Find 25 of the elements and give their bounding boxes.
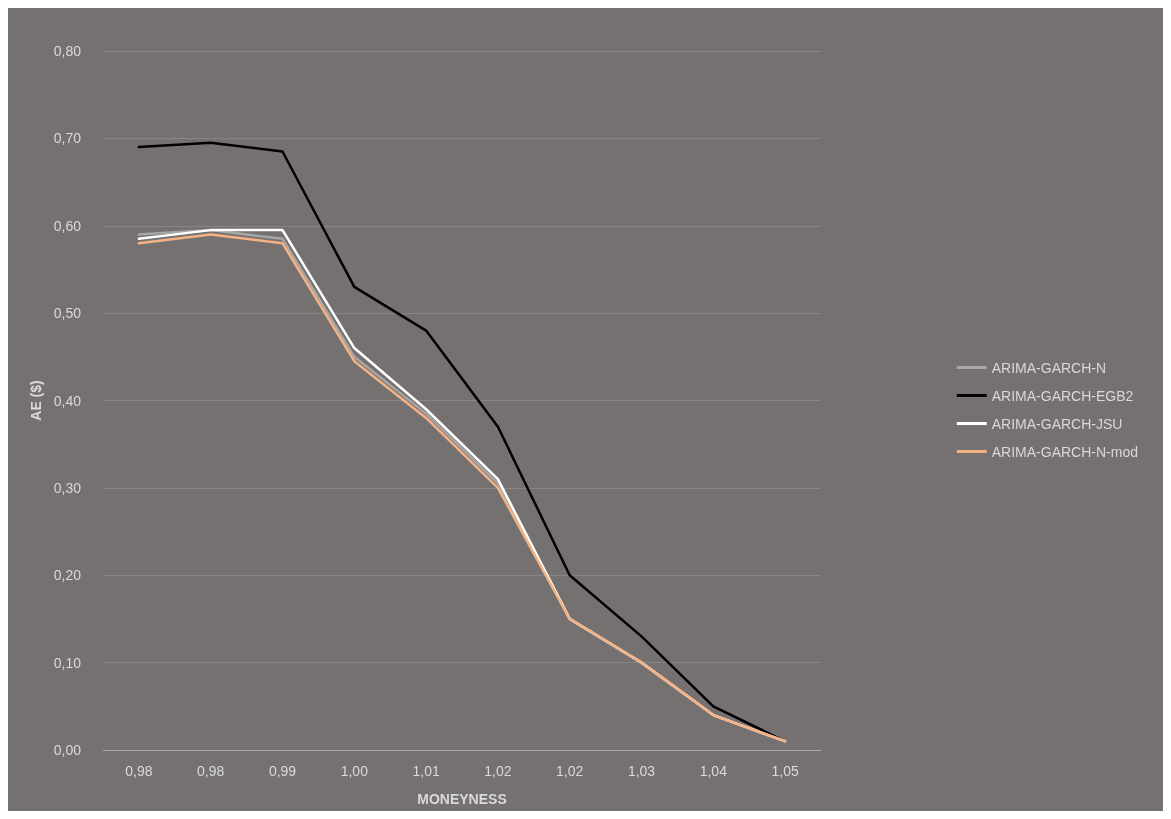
- y-axis-title: AE ($): [27, 380, 44, 421]
- legend-label: ARIMA-GARCH-EGB2: [991, 387, 1134, 404]
- x-tick-label: 1,04: [699, 763, 728, 779]
- x-axis-title: MONEYNESS: [417, 791, 507, 807]
- y-tick-label: 0,60: [53, 217, 82, 234]
- y-tick-label: 0,70: [53, 130, 82, 147]
- legend-label: ARIMA-GARCH-JSU: [991, 415, 1123, 432]
- x-tick-label: 1,01: [412, 763, 440, 779]
- legend-label: ARIMA-GARCH-N: [991, 359, 1107, 376]
- x-tick-label: 0,98: [125, 763, 153, 779]
- x-tick-label: 1,00: [340, 763, 369, 779]
- y-tick-label: 0,80: [53, 43, 82, 59]
- y-tick-label: 0,10: [53, 654, 82, 671]
- x-tick-label: 1,03: [627, 763, 656, 779]
- x-tick-label: 1,02: [556, 763, 584, 779]
- x-tick-label: 1,02: [484, 763, 512, 779]
- x-tick-label: 1,05: [771, 763, 799, 779]
- y-tick-label: 0,20: [53, 567, 82, 584]
- x-tick-label: 0,98: [197, 763, 225, 779]
- y-tick-label: 0,30: [53, 479, 82, 496]
- y-tick-label: 0,00: [53, 742, 82, 758]
- y-tick-label: 0,40: [53, 392, 82, 409]
- y-tick-label: 0,50: [53, 305, 82, 322]
- x-tick-label: 0,99: [268, 763, 297, 779]
- legend-label: ARIMA-GARCH-N-mod: [991, 443, 1139, 460]
